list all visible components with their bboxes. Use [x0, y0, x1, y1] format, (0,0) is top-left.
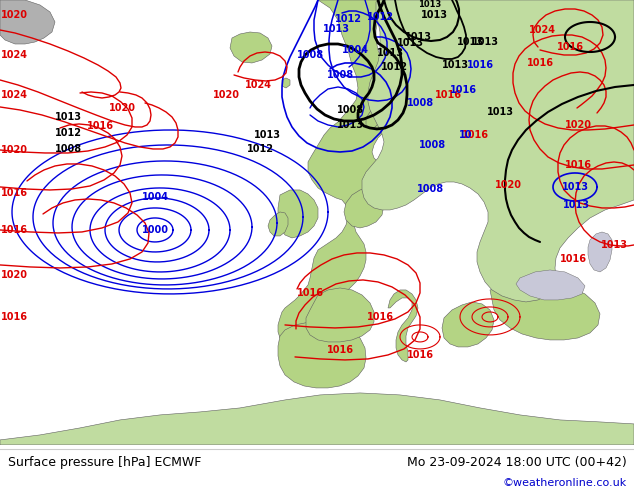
Text: Surface pressure [hPa] ECMWF: Surface pressure [hPa] ECMWF [8, 456, 201, 468]
Text: 1012: 1012 [55, 128, 82, 138]
Text: 1012: 1012 [335, 14, 361, 24]
Text: 1020: 1020 [1, 145, 27, 155]
Text: 1013: 1013 [562, 200, 590, 210]
Text: 1013: 1013 [600, 240, 628, 250]
Polygon shape [344, 188, 384, 228]
Text: 1020: 1020 [495, 180, 522, 190]
Text: 1013: 1013 [396, 38, 424, 48]
Text: 1013: 1013 [420, 10, 448, 20]
Text: 1016: 1016 [467, 60, 493, 70]
Text: 1016: 1016 [366, 312, 394, 322]
Text: 1008: 1008 [327, 70, 354, 80]
Polygon shape [278, 0, 402, 346]
Text: 1013: 1013 [418, 0, 442, 9]
Text: 1000: 1000 [141, 225, 169, 235]
Polygon shape [278, 322, 366, 388]
Text: 1004: 1004 [141, 192, 169, 202]
Polygon shape [278, 190, 318, 238]
Polygon shape [0, 0, 55, 44]
Text: 1013: 1013 [456, 37, 484, 47]
Text: 1020: 1020 [564, 120, 592, 130]
Text: 1008: 1008 [418, 140, 446, 150]
Text: 1020: 1020 [212, 90, 240, 100]
Polygon shape [306, 288, 374, 342]
Text: 1020: 1020 [1, 270, 27, 280]
Text: ©weatheronline.co.uk: ©weatheronline.co.uk [502, 478, 626, 488]
Text: 1016: 1016 [297, 288, 323, 298]
Text: 1013: 1013 [472, 37, 498, 47]
Text: 1008: 1008 [337, 105, 363, 115]
Polygon shape [490, 282, 600, 340]
Text: 10: 10 [459, 130, 473, 140]
Text: 1024: 1024 [245, 80, 271, 90]
Text: 1013: 1013 [377, 48, 403, 58]
Text: 1016: 1016 [1, 188, 27, 198]
Polygon shape [0, 393, 634, 445]
Polygon shape [362, 0, 634, 302]
Polygon shape [230, 32, 272, 63]
Text: 1024: 1024 [1, 50, 27, 60]
Text: 1016: 1016 [434, 90, 462, 100]
Polygon shape [366, 106, 384, 128]
Text: 1016: 1016 [564, 160, 592, 170]
Text: 1013: 1013 [562, 182, 588, 192]
Text: 1013: 1013 [486, 107, 514, 117]
Text: 1013: 1013 [254, 130, 280, 140]
Text: 1020: 1020 [108, 103, 136, 113]
Text: 1012: 1012 [366, 12, 394, 22]
Text: 1016: 1016 [526, 58, 553, 68]
Text: 1016: 1016 [559, 254, 586, 264]
Text: 1016: 1016 [1, 312, 27, 322]
Text: 1008: 1008 [406, 98, 434, 108]
Polygon shape [516, 270, 585, 300]
Text: 1013: 1013 [323, 24, 349, 34]
Text: 1008: 1008 [297, 50, 323, 60]
Text: 1013: 1013 [55, 112, 82, 122]
Text: 1008: 1008 [55, 144, 82, 154]
Polygon shape [268, 212, 288, 236]
Text: 1024: 1024 [1, 90, 27, 100]
Text: 1016: 1016 [327, 345, 354, 355]
Text: 1020: 1020 [1, 10, 27, 20]
Polygon shape [388, 290, 418, 362]
Text: 1012: 1012 [380, 62, 408, 72]
Text: 1004: 1004 [342, 45, 368, 55]
Polygon shape [588, 232, 612, 272]
Text: 1016: 1016 [1, 225, 27, 235]
Text: 1016: 1016 [557, 42, 583, 52]
Text: 1013: 1013 [404, 32, 432, 42]
Text: 1024: 1024 [529, 25, 555, 35]
Polygon shape [282, 78, 290, 88]
Polygon shape [442, 302, 494, 347]
Text: 1016: 1016 [462, 130, 489, 140]
Text: 1012: 1012 [247, 144, 273, 154]
Text: 1013: 1013 [337, 120, 363, 130]
Text: 1016: 1016 [406, 350, 434, 360]
Text: 1008: 1008 [417, 184, 444, 194]
Text: 1016: 1016 [86, 121, 113, 131]
Text: 1016: 1016 [450, 85, 477, 95]
Text: 1013: 1013 [441, 60, 469, 70]
Text: Mo 23-09-2024 18:00 UTC (00+42): Mo 23-09-2024 18:00 UTC (00+42) [406, 456, 626, 468]
